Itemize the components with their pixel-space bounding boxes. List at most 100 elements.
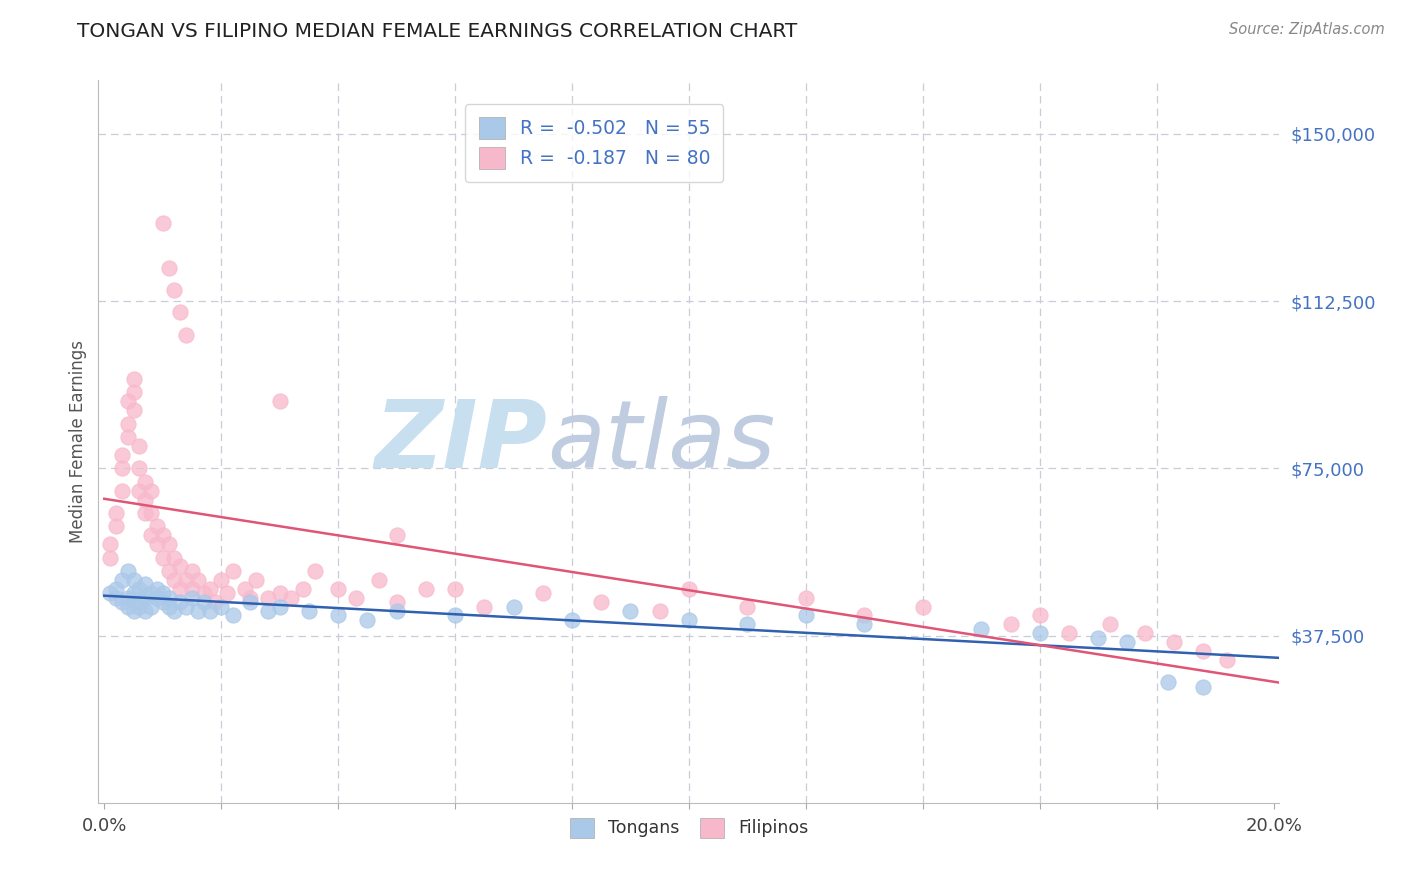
Point xyxy=(111,483,134,498)
Point xyxy=(1057,626,1080,640)
Point xyxy=(157,564,180,578)
Point xyxy=(619,604,641,618)
Point xyxy=(1192,644,1215,658)
Point xyxy=(152,528,174,542)
Point xyxy=(152,595,174,609)
Point xyxy=(444,608,467,623)
Point xyxy=(128,599,150,614)
Point xyxy=(128,439,150,453)
Point xyxy=(1000,617,1022,632)
Point xyxy=(385,528,408,542)
Point xyxy=(146,582,169,596)
Point xyxy=(157,599,180,614)
Point xyxy=(298,604,321,618)
Point xyxy=(163,550,186,565)
Point xyxy=(181,564,204,578)
Point xyxy=(193,595,215,609)
Point xyxy=(648,604,671,618)
Point xyxy=(794,591,817,605)
Point xyxy=(104,582,127,596)
Point xyxy=(128,595,150,609)
Point xyxy=(117,591,139,605)
Point xyxy=(678,613,700,627)
Point xyxy=(591,595,613,609)
Point xyxy=(1098,617,1121,632)
Point xyxy=(122,586,145,600)
Point xyxy=(146,591,169,605)
Point xyxy=(152,586,174,600)
Point xyxy=(245,573,267,587)
Point xyxy=(561,613,583,627)
Point xyxy=(257,591,280,605)
Point xyxy=(269,599,291,614)
Point xyxy=(415,582,437,596)
Point xyxy=(104,506,127,520)
Point xyxy=(111,461,134,475)
Point xyxy=(117,564,139,578)
Point xyxy=(269,394,291,409)
Point xyxy=(326,582,349,596)
Point xyxy=(209,599,232,614)
Point xyxy=(1192,680,1215,694)
Point xyxy=(111,595,134,609)
Point xyxy=(304,564,326,578)
Point xyxy=(911,599,934,614)
Point xyxy=(134,577,156,591)
Point xyxy=(122,573,145,587)
Point xyxy=(444,582,467,596)
Point xyxy=(174,599,197,614)
Point xyxy=(169,559,191,574)
Point xyxy=(98,550,121,565)
Point xyxy=(257,604,280,618)
Point xyxy=(104,591,127,605)
Point xyxy=(472,599,495,614)
Point xyxy=(737,599,759,614)
Point xyxy=(326,608,349,623)
Point xyxy=(1216,653,1239,667)
Point xyxy=(152,550,174,565)
Point xyxy=(134,475,156,489)
Point xyxy=(163,573,186,587)
Point xyxy=(215,586,238,600)
Point xyxy=(128,483,150,498)
Point xyxy=(111,573,134,587)
Point xyxy=(128,582,150,596)
Point xyxy=(269,586,291,600)
Text: Source: ZipAtlas.com: Source: ZipAtlas.com xyxy=(1229,22,1385,37)
Point xyxy=(853,617,876,632)
Point xyxy=(174,327,197,342)
Point xyxy=(502,599,524,614)
Point xyxy=(1157,675,1180,690)
Point xyxy=(122,372,145,386)
Point xyxy=(146,519,169,533)
Point xyxy=(134,492,156,507)
Point xyxy=(117,599,139,614)
Point xyxy=(111,448,134,462)
Point xyxy=(163,283,186,297)
Point xyxy=(853,608,876,623)
Text: ZIP: ZIP xyxy=(374,395,547,488)
Text: atlas: atlas xyxy=(547,396,776,487)
Point xyxy=(1029,608,1052,623)
Point xyxy=(139,599,162,614)
Point xyxy=(152,216,174,230)
Point xyxy=(239,591,262,605)
Point xyxy=(117,394,139,409)
Point xyxy=(134,506,156,520)
Point xyxy=(139,528,162,542)
Point xyxy=(531,586,554,600)
Point xyxy=(222,608,245,623)
Point xyxy=(146,537,169,551)
Point xyxy=(139,506,162,520)
Point xyxy=(187,573,209,587)
Point xyxy=(181,582,204,596)
Point xyxy=(385,595,408,609)
Point xyxy=(181,591,204,605)
Point xyxy=(385,604,408,618)
Point xyxy=(198,604,221,618)
Point xyxy=(122,604,145,618)
Point xyxy=(233,582,256,596)
Point xyxy=(737,617,759,632)
Point xyxy=(204,595,226,609)
Point xyxy=(368,573,391,587)
